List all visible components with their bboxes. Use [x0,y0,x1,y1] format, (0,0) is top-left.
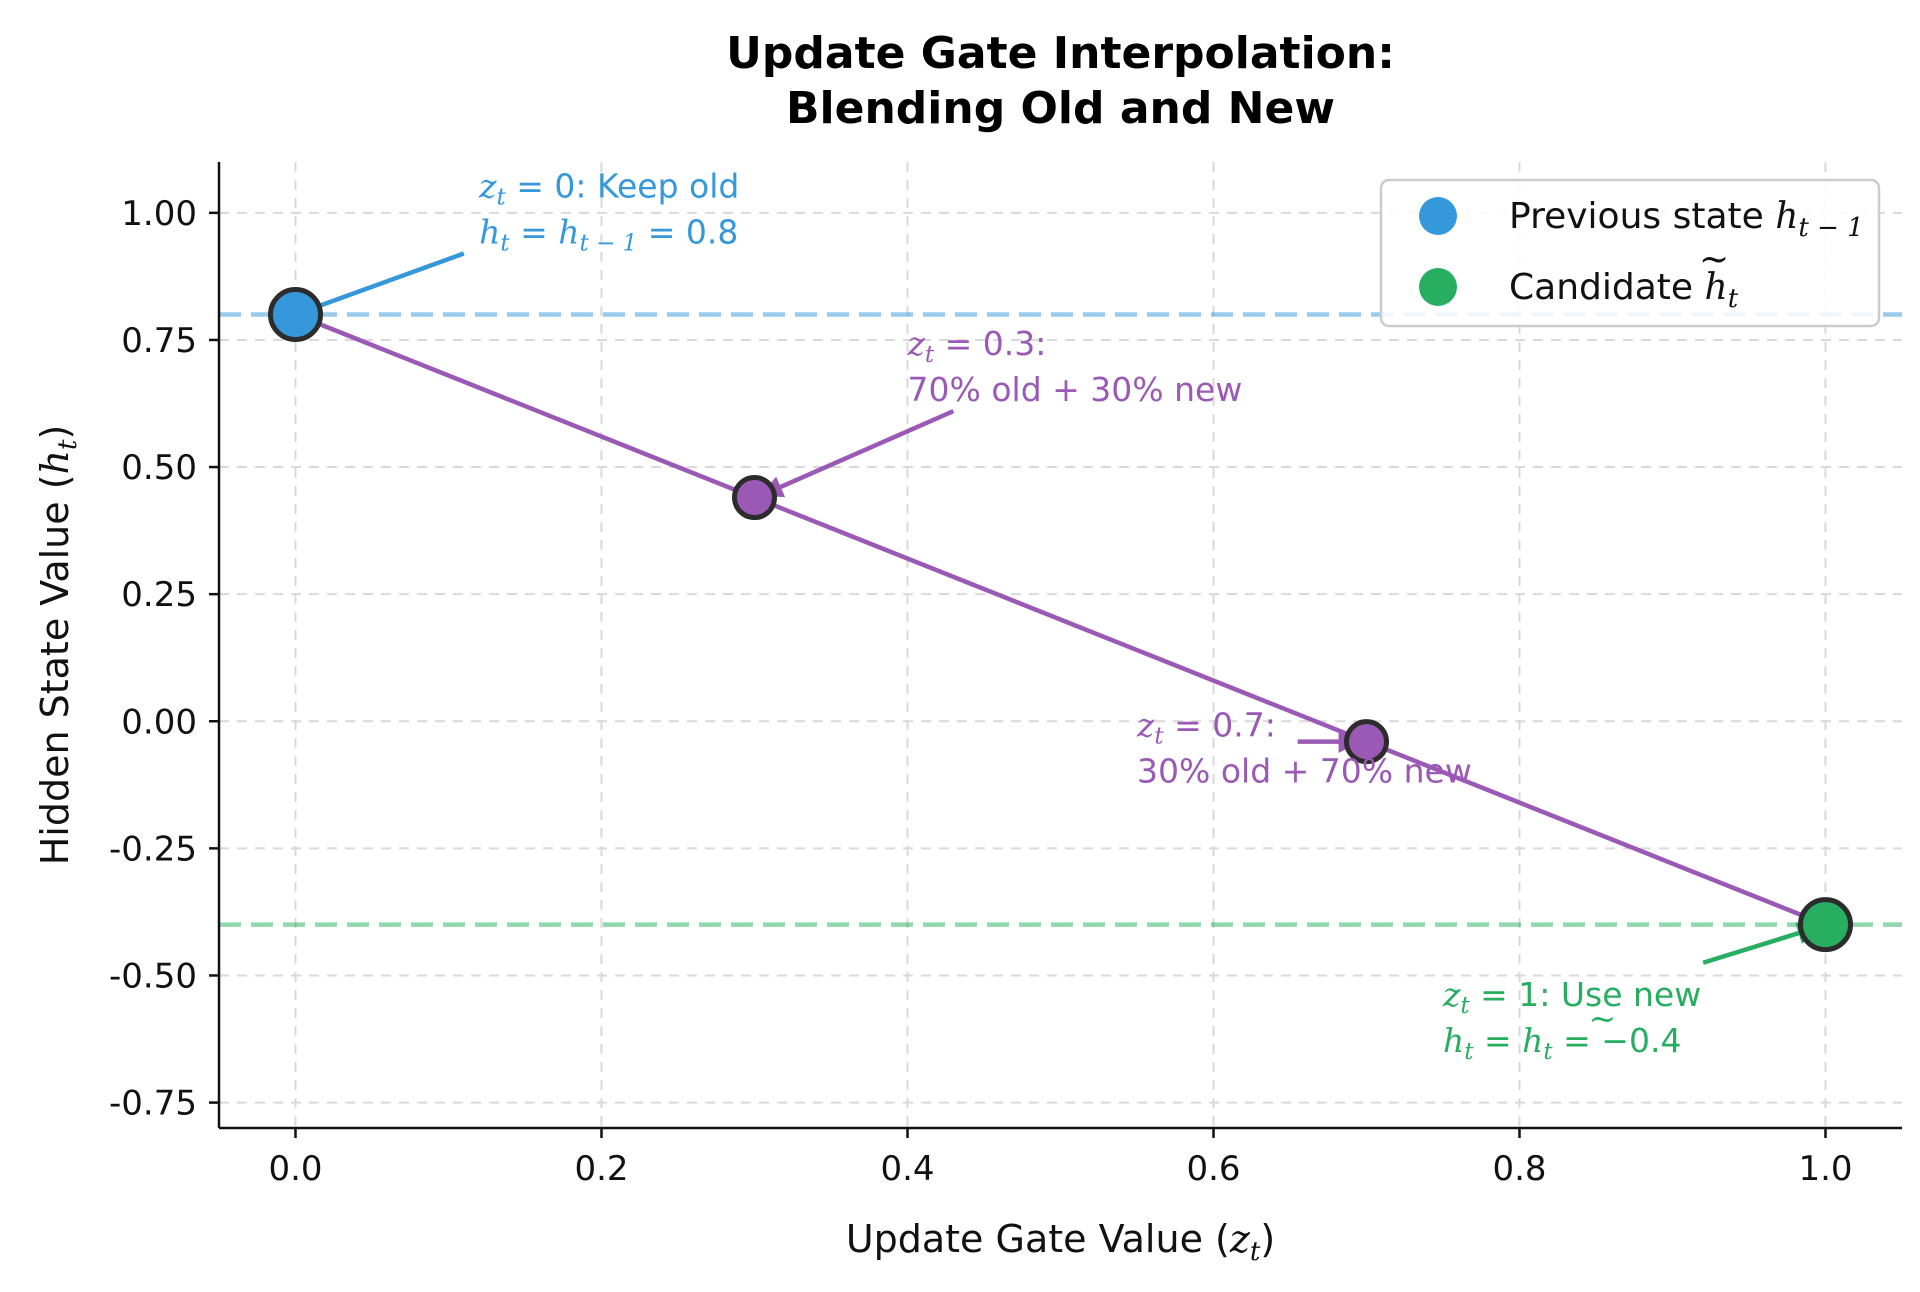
x-tick-label: 0.2 [574,1149,628,1189]
legend-label-text: Previous state [1509,196,1775,237]
data-point-interp-3 [1344,719,1389,765]
annotation-3-line-2-text: 30% old + 70% new [1137,752,1472,791]
data-point-interp-2 [732,475,777,521]
y-tick-label: 0.25 [121,575,197,615]
annotation-2-line-2: 70% old + 30% new [908,370,1243,409]
data-point-candidate-4 [1798,897,1853,953]
x-axis-label-sub: t [1250,1237,1261,1267]
interpolation-line [294,312,1827,927]
x-tick-label: 0.8 [1492,1149,1546,1189]
annotation-3-line-2: 30% old + 70% new [1137,752,1472,791]
legend-box [1379,178,1881,328]
data-point-previous-1 [268,287,323,343]
legend-tilde: ~ [1699,239,1729,280]
x-axis-label-text: Update Gate Value ( [846,1217,1230,1261]
y-axis-label-close: ) [33,425,77,440]
annotation-1-line-1-var: z [478,167,497,206]
annotation-4-tilde: ~ [1589,999,1617,1038]
annotation-1-line-2-text2: = 0.8 [637,213,738,252]
annotation-3-line-1-text: = 0.7: [1164,706,1276,745]
annotation-1-line-1-text: = 0: Keep old [506,167,740,206]
x-tick-label: 0.0 [268,1149,322,1189]
annotation-2-line-1-var: z [907,324,926,363]
annotation-4-line-2-var2: h [1522,1021,1543,1060]
annotation-4-line-2-text: = [1474,1021,1523,1060]
annotation-1-line-1-sub: t [496,185,506,211]
legend-label-sub: t [1728,284,1739,314]
chart-title-line-2: Blending Old and New [786,83,1335,134]
legend-label-var: h [1705,267,1728,308]
annotation-4-line-2-text2: = −0.4 [1553,1021,1682,1060]
annotation-2-line-1-text: = 0.3: [934,324,1046,363]
annotation-1-line-2-var: h [479,213,500,252]
legend-label-var: h [1775,196,1798,237]
annotation-4-line-1-text: = 1: Use new [1470,975,1702,1014]
annotation-4-line-2-sub: t [1464,1039,1474,1065]
legend-marker-previous [1419,197,1457,235]
annotation-3-line-1-var: z [1136,706,1155,745]
annotation-arrow-1 [293,251,465,319]
annotation-4-line-2-var: h [1443,1021,1464,1060]
annotation-4-line-1-sub: t [1460,993,1470,1019]
annotation-arrow-2 [760,409,955,498]
annotation-2-line-1-sub: t [925,342,935,368]
y-tick-label: 0.00 [121,702,197,742]
y-tick-label: 0.50 [121,448,197,488]
y-tick-label: -0.50 [109,956,197,996]
legend-label-previous: Previous state ht − 1 [1509,196,1864,243]
y-tick-label: -0.75 [109,1084,197,1124]
x-tick-label: 0.4 [880,1149,934,1189]
y-tick-label: 0.75 [121,321,197,361]
x-axis-label: Update Gate Value (zt) [846,1217,1275,1267]
legend-marker-candidate [1419,268,1457,306]
legend-label-sub: t − 1 [1798,213,1863,243]
y-axis-label: Hidden State Value (ht) [33,425,83,866]
x-axis-label-close: ) [1260,1217,1275,1261]
y-axis-label-sub: t [53,439,83,450]
annotation-arrow-4 [1702,922,1820,965]
annotation-4-line-2-sub2: t [1543,1039,1553,1065]
y-tick-label: 1.00 [121,194,197,234]
annotation-1-line-2-sub2: t − 1 [580,231,638,257]
legend-label-text: Candidate [1509,267,1705,308]
annotation-4-line-1-var: z [1442,975,1461,1014]
annotation-2-line-2-text: 70% old + 30% new [908,370,1243,409]
annotation-4-line-2: ht = ht = −0.4 [1443,1021,1681,1065]
annotation-1-line-2-sub: t [500,231,510,257]
annotation-3-line-1: zt = 0.7: [1136,706,1276,750]
chart-title-line-1: Update Gate Interpolation: [726,28,1395,79]
annotation-1-line-2-var2: h [558,213,579,252]
y-axis-label-text: Hidden State Value ( [33,474,77,865]
x-axis-label-var: z [1229,1217,1251,1261]
y-axis-label-var: h [33,450,77,474]
annotation-1-line-2-text: = [510,213,559,252]
annotation-2-line-1: zt = 0.3: [907,324,1047,368]
legend-label-candidate: Candidate ht [1509,267,1739,314]
x-tick-label: 1.0 [1798,1149,1852,1189]
y-tick-label: -0.25 [109,829,197,869]
annotation-3-line-1-sub: t [1154,724,1164,750]
annotation-4-line-1: zt = 1: Use new [1442,975,1701,1019]
annotation-1-line-2: ht = ht − 1 = 0.8 [479,213,738,257]
x-tick-label: 0.6 [1186,1149,1240,1189]
annotation-1-line-1: zt = 0: Keep old [478,167,739,211]
